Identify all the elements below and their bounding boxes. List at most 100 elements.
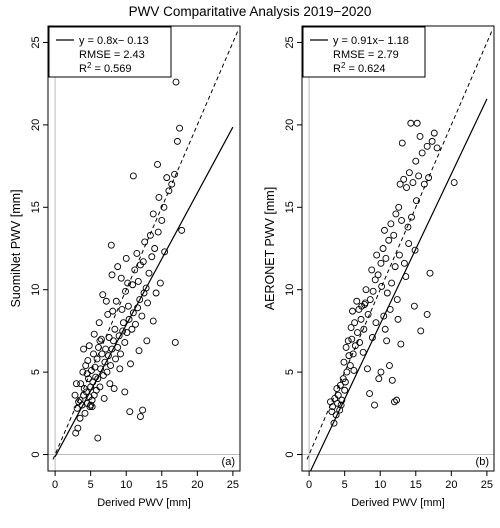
data-point xyxy=(143,337,151,345)
data-point xyxy=(393,396,401,404)
y-tick-label: 25 xyxy=(30,36,42,48)
data-point xyxy=(381,226,388,234)
x-tick-label: 25 xyxy=(481,479,493,491)
x-tick-label: 0 xyxy=(306,479,312,491)
data-point xyxy=(408,213,415,221)
data-point xyxy=(403,184,410,191)
data-point xyxy=(326,398,334,406)
data-point xyxy=(412,157,420,165)
data-point xyxy=(95,343,102,351)
data-point xyxy=(334,391,342,399)
data-point xyxy=(160,203,168,211)
data-point xyxy=(405,240,413,248)
data-point xyxy=(135,347,143,355)
data-point xyxy=(121,388,129,396)
data-point xyxy=(118,306,126,313)
data-point xyxy=(139,406,147,414)
data-point xyxy=(158,217,166,224)
data-point xyxy=(122,287,129,295)
x-tick-label: 10 xyxy=(374,479,386,491)
data-point xyxy=(134,278,142,285)
data-point xyxy=(398,139,406,147)
data-point xyxy=(337,401,345,409)
data-point xyxy=(364,310,372,318)
data-point xyxy=(106,380,114,388)
data-point xyxy=(154,228,162,236)
data-point xyxy=(151,245,159,252)
data-point xyxy=(361,301,369,308)
data-point xyxy=(418,149,426,157)
panel-b: 0 5 10 15 20 25 0 5 10 15 20 25 Derived PWV [mm] AERO… xyxy=(263,25,495,509)
data-point xyxy=(145,269,153,277)
data-point xyxy=(149,317,157,325)
data-point xyxy=(433,144,441,152)
legend-r2: R2 = 0.569 xyxy=(79,61,131,75)
data-point xyxy=(345,352,353,360)
data-point xyxy=(411,246,419,254)
data-point xyxy=(102,345,110,353)
data-point xyxy=(387,220,395,228)
data-point xyxy=(142,284,150,292)
data-point xyxy=(348,335,356,343)
y-tick-label: 15 xyxy=(284,201,296,213)
legend-equation: y = 0.8x− 0.13 xyxy=(79,35,149,47)
data-point xyxy=(152,289,160,297)
data-point xyxy=(75,398,83,406)
data-point xyxy=(378,282,386,290)
y-axis-label: AERONET PWV [mm] xyxy=(263,187,277,310)
data-point xyxy=(331,395,339,402)
data-point xyxy=(102,297,110,305)
data-point xyxy=(171,338,179,346)
data-point xyxy=(109,337,117,345)
x-tick-label: 20 xyxy=(445,479,457,491)
data-point xyxy=(119,319,127,327)
data-point xyxy=(92,386,100,394)
y-tick-label: 0 xyxy=(284,451,296,457)
data-point xyxy=(413,119,421,127)
data-point xyxy=(94,375,102,383)
plot-frame xyxy=(301,25,495,472)
data-point xyxy=(368,266,376,274)
legend-r2-exp: 2 xyxy=(341,61,346,70)
data-point xyxy=(397,340,405,348)
data-point xyxy=(342,343,350,351)
data-point xyxy=(349,307,356,315)
data-point xyxy=(351,319,359,327)
data-point xyxy=(379,245,387,252)
data-point xyxy=(100,371,107,379)
data-point xyxy=(126,408,134,416)
one-to-one-line xyxy=(306,29,494,460)
data-point xyxy=(171,170,179,178)
data-point xyxy=(77,380,85,388)
data-point xyxy=(131,266,139,274)
data-point xyxy=(138,312,146,320)
data-point xyxy=(428,137,436,145)
data-point xyxy=(76,414,84,422)
data-point xyxy=(390,231,398,239)
data-point xyxy=(346,362,354,369)
data-point xyxy=(133,249,141,257)
data-point xyxy=(343,368,351,376)
y-tick-label: 5 xyxy=(284,369,296,375)
y-tick-label: 15 xyxy=(30,201,42,213)
data-point xyxy=(112,355,120,363)
plot-frame xyxy=(47,25,241,472)
data-point xyxy=(73,404,81,412)
data-point xyxy=(425,174,433,182)
data-point xyxy=(353,297,361,305)
data-point xyxy=(117,274,125,282)
data-point xyxy=(119,327,127,335)
data-point xyxy=(104,310,112,318)
data-point xyxy=(165,187,173,195)
x-tick-label: 0 xyxy=(52,479,58,491)
data-point xyxy=(93,355,101,363)
data-point xyxy=(385,236,393,244)
x-tick-label: 5 xyxy=(88,479,94,491)
data-point xyxy=(423,142,431,150)
data-point xyxy=(356,338,364,346)
data-point xyxy=(377,368,385,376)
data-point xyxy=(100,395,108,402)
data-point xyxy=(97,335,105,343)
data-point xyxy=(80,345,88,353)
